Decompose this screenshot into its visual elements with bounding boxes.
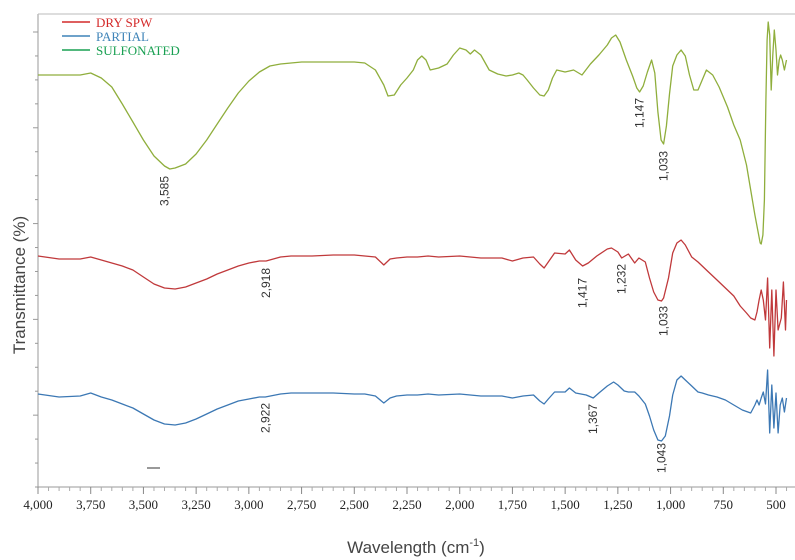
x-tick-label: 750 xyxy=(714,497,734,512)
x-tick-label: 500 xyxy=(766,497,786,512)
x-tick-label: 2,000 xyxy=(445,497,474,512)
x-axis-ticks xyxy=(37,487,788,494)
x-tick-label: 2,250 xyxy=(392,497,421,512)
series-line-1 xyxy=(37,239,788,357)
y-axis-ticks xyxy=(33,31,38,488)
peak-label: 2,918 xyxy=(259,268,273,298)
x-axis-title-close: ) xyxy=(479,538,485,557)
peak-label: 3,585 xyxy=(158,176,172,206)
x-axis-title-main: Wavelength (cm xyxy=(347,538,469,557)
series-line-2 xyxy=(37,369,788,442)
peak-annotations: 3,585 2,918 2,922 1,417 1,367 1,232 1,147 1,033… xyxy=(158,98,671,473)
peak-label: 1,147 xyxy=(633,98,647,128)
x-tick-label: 3,250 xyxy=(182,497,211,512)
legend-label: PARTIAL xyxy=(96,29,149,44)
peak-label: 2,922 xyxy=(258,403,272,433)
peak-label: 1,033 xyxy=(657,151,671,181)
x-tick-label: 3,750 xyxy=(76,497,105,512)
peak-label: 1,033 xyxy=(657,306,671,336)
x-tick-label: 1,500 xyxy=(551,497,580,512)
y-axis-title: Transmittance (%) xyxy=(10,216,29,354)
x-tick-label: 4,000 xyxy=(23,497,52,512)
peak-label: 1,043 xyxy=(655,443,669,473)
x-tick-label: 3,500 xyxy=(129,497,158,512)
peak-label: 1,232 xyxy=(615,264,629,294)
peak-label: 1,417 xyxy=(576,278,590,308)
x-axis-title: Wavelength (cm-1) xyxy=(347,537,485,557)
x-tick-label: 1,000 xyxy=(656,497,685,512)
plot-frame xyxy=(37,13,795,488)
series-lines xyxy=(37,21,788,442)
x-axis-title-sup: -1 xyxy=(469,537,479,549)
x-tick-label: 3,000 xyxy=(234,497,263,512)
peak-label: 1,367 xyxy=(586,404,600,434)
x-tick-label: 1,750 xyxy=(498,497,527,512)
x-tick-label: 2,750 xyxy=(287,497,316,512)
x-tick-label: 1,250 xyxy=(603,497,632,512)
x-axis-tick-labels: 4,000 3,750 3,500 3,250 3,000 2,750 2,500 2,250… xyxy=(23,497,785,512)
x-tick-label: 2,500 xyxy=(340,497,369,512)
series-line-3 xyxy=(38,21,788,245)
legend-label: DRY SPW xyxy=(96,15,153,30)
legend-label: SULFONATED xyxy=(96,43,180,58)
